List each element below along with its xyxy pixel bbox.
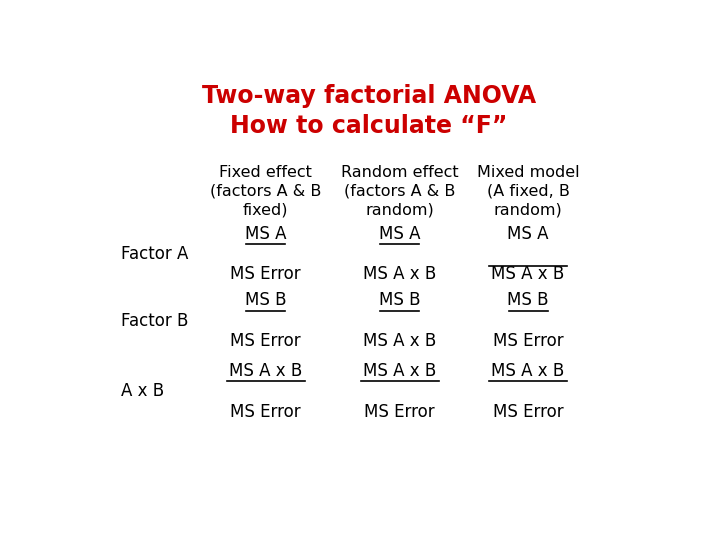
Text: Fixed effect
(factors A & B
fixed): Fixed effect (factors A & B fixed) <box>210 165 321 218</box>
Text: A x B: A x B <box>121 382 164 400</box>
Text: MS A x B: MS A x B <box>363 362 436 380</box>
Text: MS A x B: MS A x B <box>363 266 436 284</box>
Text: MS Error: MS Error <box>230 403 301 421</box>
Text: MS A: MS A <box>245 225 287 242</box>
Text: Two-way factorial ANOVA
How to calculate “F”: Two-way factorial ANOVA How to calculate… <box>202 84 536 138</box>
Text: MS A x B: MS A x B <box>492 362 564 380</box>
Text: MS A x B: MS A x B <box>492 266 564 284</box>
Text: MS A: MS A <box>379 225 420 242</box>
Text: Factor B: Factor B <box>121 312 188 329</box>
Text: MS Error: MS Error <box>492 332 563 350</box>
Text: MS Error: MS Error <box>364 403 435 421</box>
Text: MS Error: MS Error <box>230 332 301 350</box>
Text: MS A: MS A <box>508 225 549 242</box>
Text: MS Error: MS Error <box>492 403 563 421</box>
Text: MS B: MS B <box>379 291 420 309</box>
Text: MS A x B: MS A x B <box>363 332 436 350</box>
Text: MS Error: MS Error <box>230 266 301 284</box>
Text: MS A x B: MS A x B <box>229 362 302 380</box>
Text: MS B: MS B <box>508 291 549 309</box>
Text: Random effect
(factors A & B
random): Random effect (factors A & B random) <box>341 165 459 218</box>
Text: MS B: MS B <box>245 291 287 309</box>
Text: Mixed model
(A fixed, B
random): Mixed model (A fixed, B random) <box>477 165 580 218</box>
Text: Factor A: Factor A <box>121 245 188 263</box>
